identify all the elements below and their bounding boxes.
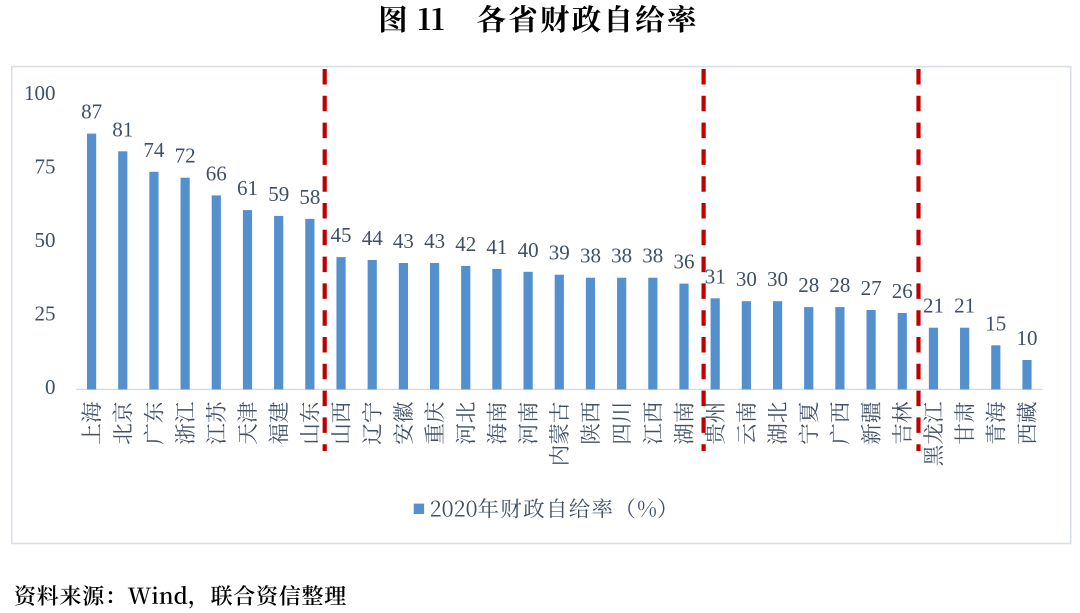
svg-text:42: 42 bbox=[455, 232, 476, 256]
svg-text:30: 30 bbox=[736, 267, 757, 291]
svg-text:100: 100 bbox=[24, 81, 56, 105]
svg-text:50: 50 bbox=[35, 228, 56, 252]
svg-text:72: 72 bbox=[175, 144, 196, 168]
svg-text:87: 87 bbox=[81, 100, 102, 124]
svg-text:40: 40 bbox=[518, 238, 539, 262]
svg-text:28: 28 bbox=[829, 273, 850, 297]
svg-text:10: 10 bbox=[1017, 326, 1038, 350]
svg-text:43: 43 bbox=[393, 229, 414, 253]
svg-text:0: 0 bbox=[45, 375, 56, 399]
svg-text:59: 59 bbox=[268, 182, 289, 206]
svg-text:58: 58 bbox=[299, 185, 320, 209]
svg-text:41: 41 bbox=[486, 235, 507, 259]
svg-text:38: 38 bbox=[611, 244, 632, 268]
svg-text:39: 39 bbox=[549, 241, 570, 265]
svg-text:27: 27 bbox=[861, 276, 882, 300]
svg-text:38: 38 bbox=[580, 244, 601, 268]
svg-text:36: 36 bbox=[674, 250, 695, 274]
svg-text:26: 26 bbox=[892, 279, 913, 303]
svg-text:21: 21 bbox=[923, 294, 944, 318]
svg-text:44: 44 bbox=[362, 226, 384, 250]
svg-text:38: 38 bbox=[642, 244, 663, 268]
svg-text:31: 31 bbox=[705, 264, 726, 288]
svg-text:21: 21 bbox=[954, 294, 975, 318]
svg-text:61: 61 bbox=[237, 176, 258, 200]
svg-text:43: 43 bbox=[424, 229, 445, 253]
svg-text:81: 81 bbox=[112, 117, 133, 141]
svg-text:30: 30 bbox=[767, 267, 788, 291]
svg-text:25: 25 bbox=[35, 301, 56, 325]
svg-text:28: 28 bbox=[798, 273, 819, 297]
svg-text:74: 74 bbox=[143, 138, 165, 162]
svg-text:75: 75 bbox=[35, 154, 56, 178]
svg-text:45: 45 bbox=[331, 223, 352, 247]
svg-text:15: 15 bbox=[985, 311, 1006, 335]
svg-text:66: 66 bbox=[206, 161, 227, 185]
